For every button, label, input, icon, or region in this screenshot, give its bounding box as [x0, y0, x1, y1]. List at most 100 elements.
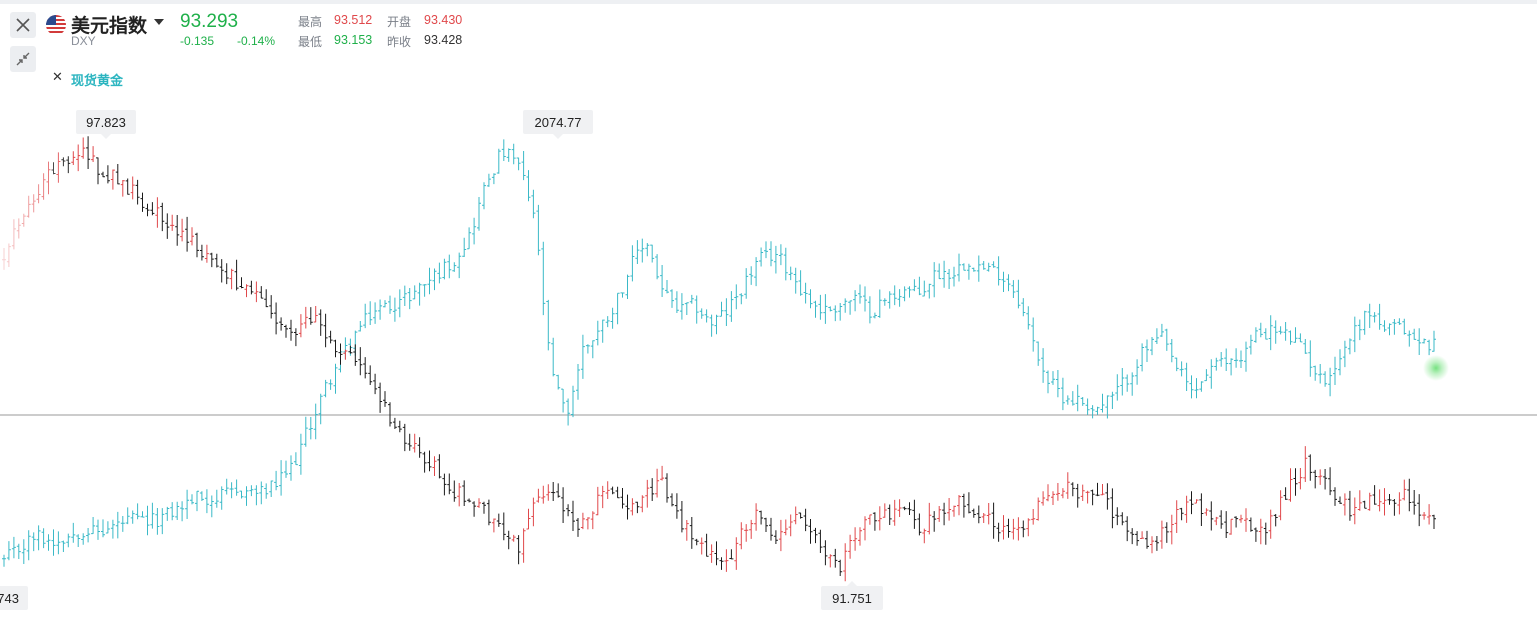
dxy-ohlc-bar: [838, 559, 843, 576]
dxy-ohlc-bar: [259, 286, 264, 299]
gold-ohlc-bar: [620, 292, 625, 298]
gold-ohlc-bar: [1135, 359, 1140, 385]
instrument-title[interactable]: 美元指数: [71, 15, 148, 37]
dxy-ohlc-bar: [1372, 485, 1377, 505]
gold-ohlc-bar: [773, 245, 778, 274]
dxy-ohlc-bar: [2, 248, 6, 270]
dxy-ohlc-bar: [501, 512, 506, 541]
dxy-ohlc-bar: [298, 314, 303, 338]
dxy-ohlc-bar: [1377, 489, 1382, 512]
dxy-ohlc-bar: [769, 517, 773, 541]
collapse-button[interactable]: [10, 46, 36, 72]
gold-ohlc-bar: [566, 398, 571, 426]
dxy-ohlc-bar: [86, 136, 91, 169]
dxy-ohlc-bar: [457, 483, 462, 507]
dxy-ohlc-bar: [368, 365, 373, 385]
gold-ohlc-bar: [625, 274, 630, 299]
chevron-down-icon[interactable]: [154, 19, 164, 25]
gold-ohlc-bar: [61, 540, 66, 552]
gold-ohlc-bar: [388, 295, 392, 314]
dxy-ohlc-bar: [209, 252, 214, 268]
dxy-ohlc-bar: [328, 330, 333, 344]
gold-ohlc-bar: [783, 247, 788, 281]
gold-ohlc-bar: [536, 204, 541, 256]
gold-ohlc-bar: [457, 252, 462, 279]
dxy-ohlc-bar: [808, 519, 813, 544]
gold-ohlc-bar: [605, 316, 610, 328]
dxy-ohlc-bar: [185, 216, 190, 252]
open-label: 开盘: [387, 15, 412, 29]
gold-ohlc-bar: [759, 247, 764, 267]
gold-ohlc-bar: [506, 148, 511, 162]
gold-ohlc-bar: [462, 237, 467, 257]
dxy-ohlc-bar: [1194, 499, 1199, 504]
gold-ohlc-bar: [1105, 395, 1110, 419]
dxy-ohlc-bar: [966, 492, 971, 514]
gold-ohlc-bar: [145, 505, 150, 536]
gold-ohlc-bar: [744, 268, 749, 299]
gold-ohlc-bar: [729, 291, 734, 322]
gold-ohlc-bar: [21, 539, 26, 564]
gold-ohlc-bar: [788, 266, 793, 281]
dxy-ohlc-bar: [308, 307, 313, 325]
dxy-ohlc-bar: [773, 530, 778, 544]
gold-ohlc-bar: [1258, 322, 1263, 338]
dxy-ohlc-bar: [1174, 500, 1179, 533]
dxy-ohlc-bar: [887, 504, 892, 525]
dxy-ohlc-bar: [1313, 469, 1318, 489]
gold-ohlc-bar: [754, 257, 759, 287]
dxy-ohlc-bar: [1432, 514, 1436, 529]
dxy-ohlc-bar: [566, 504, 571, 517]
dxy-series: [2, 136, 1436, 582]
gold-ohlc-bar: [442, 258, 447, 280]
gold-ohlc-bar: [1046, 370, 1050, 394]
gold-ohlc-bar: [170, 502, 175, 521]
remove-compare-icon[interactable]: ✕: [52, 69, 63, 84]
dxy-ohlc-bar: [343, 349, 348, 360]
compare-series-label[interactable]: 现货黄金: [71, 74, 124, 89]
gold-ohlc-bar: [848, 300, 853, 315]
gold-ohlc-bar: [91, 517, 96, 535]
gold-ohlc-bar: [318, 393, 323, 425]
gold-ohlc-bar: [407, 288, 412, 310]
close-button[interactable]: [10, 12, 36, 38]
gold-ohlc-bar: [1055, 370, 1060, 398]
gold-series: [2, 139, 1436, 567]
dxy-ohlc-bar: [600, 485, 605, 509]
dxy-ohlc-bar: [1338, 496, 1342, 504]
dxy-ohlc-bar: [580, 512, 585, 530]
dxy-ohlc-bar: [996, 522, 1001, 542]
dxy-ohlc-bar: [976, 505, 981, 524]
gold-ohlc-bar: [714, 314, 719, 335]
dxy-ohlc-bar: [437, 454, 442, 479]
gold-ohlc-bar: [867, 296, 872, 324]
gold-ohlc-bar: [41, 528, 46, 549]
dxy-ohlc-bar: [927, 502, 932, 535]
dxy-ohlc-bar: [264, 289, 269, 308]
dxy-ohlc-bar: [655, 468, 660, 498]
gold-ohlc-bar: [966, 263, 971, 280]
dxy-ohlc-bar: [1179, 507, 1184, 521]
dxy-ohlc-bar: [1357, 490, 1362, 511]
dxy-ohlc-bar: [947, 498, 952, 521]
dxy-ohlc-bar: [1397, 492, 1402, 515]
dxy-ohlc-bar: [828, 554, 833, 568]
dxy-ohlc-bar: [229, 268, 234, 290]
gold-ohlc-bar: [1293, 327, 1298, 343]
gold-ohlc-bar: [778, 244, 783, 266]
gold-ohlc-bar: [942, 260, 947, 288]
dxy-ohlc-bar: [1244, 508, 1248, 532]
dxy-ohlc-bar: [665, 473, 669, 503]
dxy-ohlc-bar: [1323, 469, 1328, 490]
dxy-ohlc-bar: [942, 502, 947, 526]
dxy-ohlc-bar: [1036, 497, 1041, 521]
gold-ohlc-bar: [1154, 328, 1159, 344]
gold-ohlc-bar: [323, 379, 328, 398]
dxy-ohlc-bar: [110, 169, 115, 190]
dxy-ohlc-bar: [358, 347, 363, 376]
dxy-ohlc-bar: [798, 512, 803, 519]
gold-ohlc-bar: [1229, 358, 1234, 376]
dxy-ohlc-bar: [348, 345, 353, 354]
